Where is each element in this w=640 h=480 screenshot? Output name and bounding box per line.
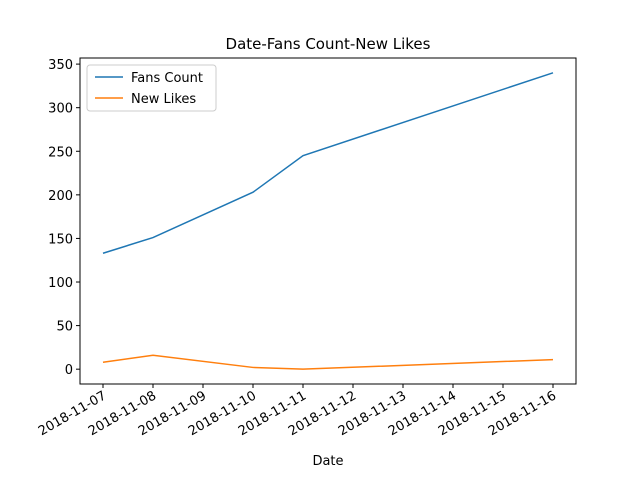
y-tick-label: 350 [48, 58, 73, 73]
y-tick-label: 150 [48, 232, 73, 247]
y-tick-label: 300 [48, 102, 73, 117]
axes-frame [79, 57, 577, 385]
x-axis-label: Date [312, 454, 343, 469]
y-tick-label: 100 [48, 276, 73, 291]
chart-title: Date-Fans Count-New Likes [226, 35, 431, 53]
line [102, 354, 554, 370]
y-tick-label: 250 [48, 145, 73, 160]
legend-label: New Likes [131, 92, 196, 107]
y-tick-label: 200 [48, 189, 73, 204]
line [102, 72, 554, 254]
y-tick-label: 0 [65, 363, 73, 378]
legend-label: Fans Count [131, 71, 203, 86]
y-tick-label: 50 [56, 320, 73, 335]
